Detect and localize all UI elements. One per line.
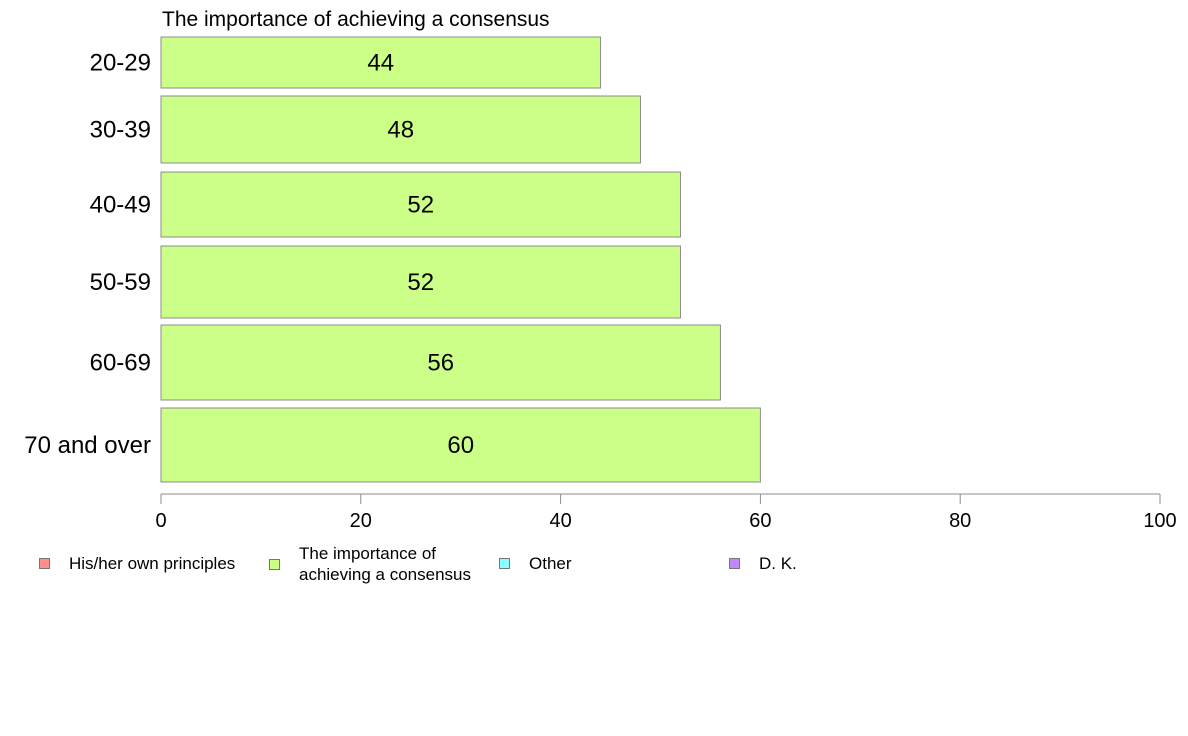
bar-20-29 bbox=[160, 36, 602, 89]
legend-label: Other bbox=[529, 554, 572, 573]
legend-label: D. K. bbox=[759, 554, 797, 573]
x-axis: 0 20 40 60 80 100 bbox=[155, 493, 1177, 532]
category-label: 60-69 bbox=[90, 350, 151, 377]
bar-value-label: 52 bbox=[407, 269, 434, 296]
bar-value-label: 48 bbox=[387, 117, 414, 144]
legend-item-his-her-own-principles: His/her own principles bbox=[39, 553, 235, 574]
bar-30-39 bbox=[160, 95, 642, 164]
bar-40-49 bbox=[160, 171, 681, 238]
bar-value-label: 56 bbox=[427, 350, 454, 377]
category-label: 30-39 bbox=[90, 117, 151, 144]
x-tick-label: 80 bbox=[949, 510, 971, 532]
bar-70-and-over bbox=[160, 407, 761, 483]
legend-label: The importance of achieving a consensus bbox=[299, 543, 471, 585]
legend-label-line: The importance of bbox=[299, 544, 437, 563]
legend-swatch bbox=[39, 558, 50, 569]
chart-title: The importance of achieving a consensus bbox=[162, 8, 550, 31]
bar-chart: The importance of achieving a consensus … bbox=[24, 8, 1177, 532]
category-label: 50-59 bbox=[90, 269, 151, 296]
legend-item-dk: D. K. bbox=[729, 553, 797, 574]
x-tick-label: 40 bbox=[549, 510, 571, 532]
legend: His/her own principles The importance of… bbox=[0, 543, 1188, 593]
legend-swatch bbox=[499, 558, 510, 569]
x-tick-label: 60 bbox=[749, 510, 771, 532]
bar-value-label: 44 bbox=[367, 50, 394, 77]
x-tick-label: 100 bbox=[1143, 510, 1176, 532]
bar-value-label: 52 bbox=[407, 192, 434, 219]
legend-swatch bbox=[729, 558, 740, 569]
x-tick-label: 0 bbox=[155, 510, 166, 532]
bar-value-label: 60 bbox=[447, 432, 474, 459]
bars-group: 44 20-29 48 30-39 52 40-49 52 50-59 56 60-69 60 70 … bbox=[24, 36, 761, 483]
category-label: 20-29 bbox=[90, 50, 151, 77]
x-tick-label: 20 bbox=[350, 510, 372, 532]
legend-label-line: achieving a consensus bbox=[299, 565, 472, 584]
legend-label: His/her own principles bbox=[69, 554, 236, 573]
bar-50-59 bbox=[160, 245, 681, 319]
legend-item-other: Other bbox=[499, 553, 572, 574]
bar-60-69 bbox=[160, 324, 721, 401]
legend-swatch bbox=[269, 558, 280, 570]
category-label: 70 and over bbox=[24, 432, 151, 459]
category-label: 40-49 bbox=[90, 192, 151, 219]
legend-item-achieving-consensus: The importance of achieving a consensus bbox=[269, 543, 471, 585]
